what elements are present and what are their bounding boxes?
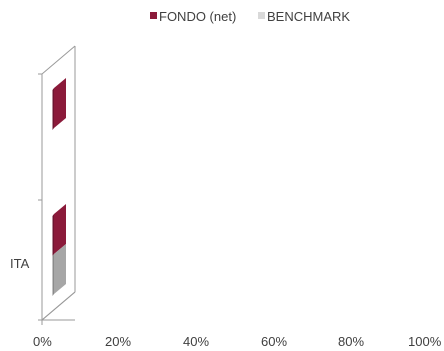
- axes: [38, 73, 75, 325]
- bar-fondo: [54, 78, 66, 128]
- x-tick-label: 20%: [105, 334, 131, 349]
- bar-benchmark: [54, 244, 66, 294]
- bars: [52, 78, 66, 296]
- legend-swatch-fondo: [150, 12, 157, 19]
- x-tick-label: 100%: [408, 334, 442, 349]
- bar-side-fondo: [52, 214, 54, 256]
- legend: FONDO (net) BENCHMARK: [150, 9, 350, 24]
- bar-side-benchmark: [52, 254, 54, 296]
- axis-depth-top: [41, 45, 76, 75]
- legend-swatch-benchmark: [258, 12, 265, 19]
- x-tick-labels: 0% 20% 40% 60% 80% 100%: [33, 334, 442, 349]
- bar-fondo: [54, 204, 66, 254]
- x-tick-label: 60%: [261, 334, 287, 349]
- x-tick-label: 0%: [33, 334, 52, 349]
- bar-side-fondo: [52, 88, 54, 130]
- floor-depth: [41, 291, 76, 321]
- legend-label-fondo: FONDO (net): [159, 9, 236, 24]
- plot-area: [41, 45, 76, 321]
- x-tick-label: 40%: [183, 334, 209, 349]
- category-label-ita: ITA: [10, 256, 30, 271]
- x-tick-label: 80%: [338, 334, 364, 349]
- legend-label-benchmark: BENCHMARK: [267, 9, 350, 24]
